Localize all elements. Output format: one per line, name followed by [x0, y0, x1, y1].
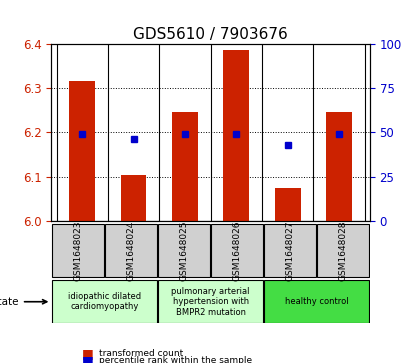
- Text: idiopathic dilated
cardiomyopathy: idiopathic dilated cardiomyopathy: [68, 292, 141, 311]
- FancyBboxPatch shape: [52, 224, 104, 277]
- Text: GSM1648023: GSM1648023: [74, 221, 83, 281]
- Title: GDS5610 / 7903676: GDS5610 / 7903676: [133, 27, 288, 42]
- FancyBboxPatch shape: [52, 280, 157, 323]
- Bar: [69, 81, 95, 221]
- Text: pulmonary arterial
hypertension with
BMPR2 mutation: pulmonary arterial hypertension with BMP…: [171, 287, 250, 317]
- Text: GSM1648024: GSM1648024: [127, 221, 136, 281]
- FancyBboxPatch shape: [158, 280, 263, 323]
- Bar: [172, 113, 198, 221]
- Text: healthy control: healthy control: [285, 297, 349, 306]
- Text: percentile rank within the sample: percentile rank within the sample: [99, 356, 252, 363]
- FancyBboxPatch shape: [264, 224, 316, 277]
- FancyBboxPatch shape: [317, 224, 369, 277]
- FancyBboxPatch shape: [264, 280, 369, 323]
- Bar: [121, 175, 146, 221]
- Text: ■: ■: [82, 354, 94, 363]
- Bar: [326, 113, 352, 221]
- Bar: [224, 50, 249, 221]
- Text: disease state: disease state: [0, 297, 47, 307]
- Text: GSM1648026: GSM1648026: [233, 221, 242, 281]
- Text: GSM1648027: GSM1648027: [286, 221, 295, 281]
- Bar: [275, 188, 300, 221]
- FancyBboxPatch shape: [211, 224, 263, 277]
- Text: GSM1648025: GSM1648025: [180, 221, 189, 281]
- FancyBboxPatch shape: [105, 224, 157, 277]
- FancyBboxPatch shape: [158, 224, 210, 277]
- Text: ■: ■: [82, 347, 94, 360]
- Text: transformed count: transformed count: [99, 350, 183, 358]
- Text: GSM1648028: GSM1648028: [339, 221, 348, 281]
